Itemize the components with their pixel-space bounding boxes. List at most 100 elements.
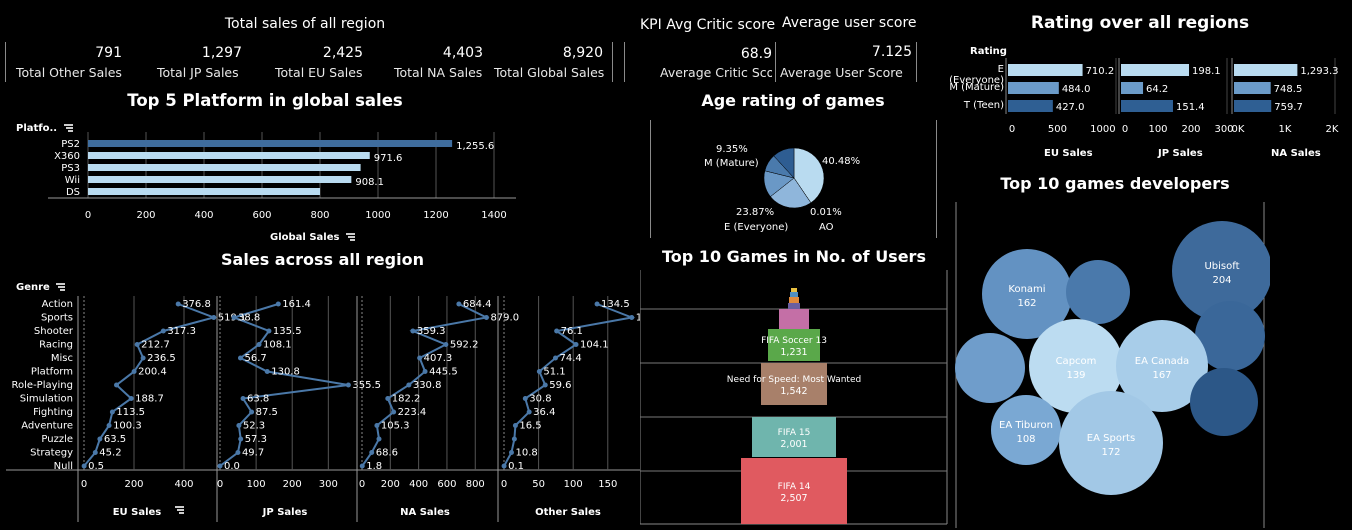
data-point[interactable] (554, 328, 560, 334)
funnel-segment[interactable] (779, 309, 809, 329)
filter-icon[interactable] (56, 283, 66, 291)
funnel-title: Top 10 Games in No. of Users (662, 247, 926, 266)
platform-bar[interactable] (88, 164, 361, 171)
developer-bubble[interactable] (1059, 391, 1163, 495)
data-point[interactable] (266, 328, 272, 334)
developer-bubble[interactable] (1195, 301, 1265, 371)
rating-bar[interactable] (1008, 64, 1083, 76)
developer-bubble[interactable] (991, 395, 1061, 465)
data-point[interactable] (217, 463, 223, 469)
data-point[interactable] (443, 342, 449, 347)
data-point[interactable] (114, 382, 119, 388)
data-point[interactable] (422, 369, 428, 374)
filter-icon[interactable] (63, 124, 73, 132)
data-point[interactable] (512, 423, 518, 428)
data-point[interactable] (235, 450, 241, 455)
funnel-segment[interactable] (788, 303, 800, 309)
rating-bar[interactable] (1121, 64, 1190, 76)
y-tick-label: Null (54, 461, 73, 472)
platform-chart: 0 200 400 600 800 1000 1200 1400 PS2 1,255.6 X360 9… (48, 132, 516, 221)
filter-icon[interactable] (175, 506, 184, 514)
data-point[interactable] (106, 423, 112, 428)
data-point[interactable] (508, 450, 514, 455)
data-point[interactable] (236, 423, 242, 428)
data-point[interactable] (376, 436, 382, 442)
data-point[interactable] (140, 355, 146, 361)
rating-bar[interactable] (1234, 82, 1271, 94)
rating-bar[interactable] (1008, 82, 1059, 94)
filter-icon[interactable] (345, 233, 355, 241)
funnel-segment[interactable] (768, 329, 820, 361)
developer-bubble[interactable] (1190, 368, 1258, 436)
data-point[interactable] (573, 342, 579, 347)
rating-bar[interactable] (1234, 64, 1298, 76)
platform-bar[interactable] (88, 188, 320, 195)
rating-bar[interactable] (1121, 82, 1144, 94)
data-point[interactable] (211, 315, 217, 320)
platform-bar[interactable] (88, 152, 370, 159)
data-point[interactable] (231, 315, 237, 320)
data-point[interactable] (359, 463, 365, 469)
pie-slice[interactable] (793, 147, 825, 204)
data-point[interactable] (456, 301, 462, 307)
data-point[interactable] (109, 409, 115, 415)
data-point[interactable] (97, 436, 103, 442)
rating-bar[interactable] (1234, 100, 1272, 112)
data-point[interactable] (417, 355, 423, 361)
data-point[interactable] (501, 463, 507, 469)
data-point[interactable] (522, 396, 528, 401)
x-tick-label: 0 (85, 210, 91, 221)
data-point[interactable] (345, 382, 351, 388)
genre-header-label: Genre (16, 282, 50, 293)
developer-bubble[interactable] (955, 333, 1025, 403)
data-point[interactable] (385, 396, 391, 401)
data-point[interactable] (542, 382, 548, 388)
data-point[interactable] (175, 301, 181, 307)
data-point[interactable] (237, 355, 243, 361)
developer-bubble[interactable] (1029, 319, 1123, 413)
funnel-segment[interactable] (741, 458, 847, 524)
developer-bubble[interactable] (1066, 260, 1130, 324)
funnel-segment[interactable] (761, 363, 827, 405)
data-point[interactable] (134, 342, 140, 347)
funnel-value: 2,001 (780, 439, 807, 450)
developer-bubble[interactable] (1172, 221, 1270, 321)
rating-bar[interactable] (1008, 100, 1053, 112)
data-point[interactable] (552, 355, 558, 361)
platform-bar[interactable] (88, 140, 453, 147)
pie-slice[interactable] (773, 147, 795, 179)
data-point[interactable] (536, 369, 542, 374)
pie-slice[interactable] (770, 177, 812, 209)
data-point[interactable] (264, 369, 270, 374)
platform-bar[interactable] (88, 176, 352, 183)
funnel-segment[interactable] (789, 297, 799, 303)
data-point[interactable] (410, 328, 416, 334)
data-point[interactable] (238, 436, 244, 442)
developer-bubble[interactable] (1116, 320, 1208, 412)
data-point[interactable] (256, 342, 262, 347)
data-point[interactable] (374, 423, 380, 428)
data-point[interactable] (594, 301, 600, 307)
data-point[interactable] (81, 463, 87, 469)
funnel-segment[interactable] (752, 417, 836, 457)
data-point[interactable] (160, 328, 166, 334)
data-point[interactable] (240, 396, 246, 401)
data-point[interactable] (131, 369, 137, 374)
data-point[interactable] (629, 315, 635, 320)
developer-bubble[interactable] (982, 249, 1072, 339)
data-point[interactable] (483, 315, 489, 320)
data-point[interactable] (511, 436, 517, 442)
data-point[interactable] (128, 396, 134, 401)
data-point[interactable] (526, 409, 532, 415)
data-point[interactable] (92, 450, 98, 455)
data-point[interactable] (369, 450, 375, 455)
data-point[interactable] (406, 382, 412, 388)
funnel-segment[interactable] (790, 292, 798, 297)
x-tick-label: 200 (381, 479, 400, 490)
data-point[interactable] (249, 409, 255, 415)
x-tick-label: 0 (217, 479, 223, 490)
data-point[interactable] (391, 409, 397, 415)
funnel-segment[interactable] (791, 288, 797, 292)
rating-bar[interactable] (1121, 100, 1173, 112)
data-point[interactable] (275, 301, 281, 307)
